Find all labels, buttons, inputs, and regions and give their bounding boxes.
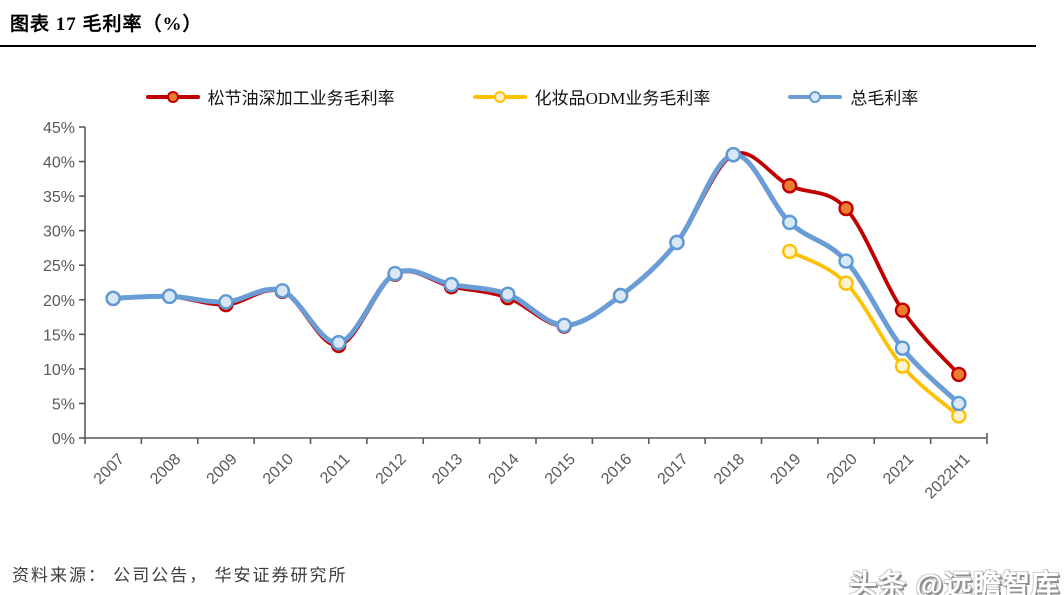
x-axis-label: 2014 <box>485 451 522 488</box>
legend-label: 化妆品ODM业务毛利率 <box>534 89 711 108</box>
x-axis-label: 2007 <box>91 451 128 488</box>
total-margin-marker <box>330 334 347 351</box>
legend-label: 总毛利率 <box>850 89 919 108</box>
x-axis-label: 2019 <box>767 451 804 488</box>
y-axis-label: 40% <box>43 155 75 172</box>
total-margin-marker <box>781 214 798 231</box>
legend-item-turpentine-margin: 松节油深加工业务毛利率 <box>145 84 395 109</box>
y-axis-label: 15% <box>43 327 75 344</box>
legend-item-cosmetics-odm-margin: 化妆品ODM业务毛利率 <box>472 84 711 109</box>
total-margin-marker <box>387 265 403 282</box>
x-axis-label: 2010 <box>260 451 297 488</box>
total-margin-marker <box>274 283 291 299</box>
turpentine-margin-marker <box>894 302 911 318</box>
turpentine-margin-marker <box>951 366 967 383</box>
total-margin-marker <box>105 290 121 307</box>
legend-marker-icon <box>788 90 843 104</box>
x-axis-label: 2017 <box>655 451 692 488</box>
x-axis-label: 2008 <box>147 451 184 488</box>
legend-marker-icon <box>145 90 200 104</box>
total-margin-marker <box>443 276 460 293</box>
y-axis-label: 10% <box>43 362 75 379</box>
cosmetics-odm-margin-marker <box>951 408 967 424</box>
y-axis-label: 20% <box>43 293 75 310</box>
legend-label: 松节油深加工业务毛利率 <box>207 89 395 108</box>
turpentine-margin-marker <box>781 178 798 194</box>
total-margin-marker <box>161 288 178 305</box>
x-axis-label: 2013 <box>429 451 466 488</box>
total-margin-line <box>110 152 962 406</box>
watermark-text: 头条 @远瞻智库 <box>848 569 1060 595</box>
y-axis-label: 30% <box>43 224 75 241</box>
x-axis-label: 2022H1 <box>922 451 974 503</box>
y-axis-label: 5% <box>52 396 75 413</box>
y-axis-label: 35% <box>43 189 75 206</box>
cosmetics-odm-margin-marker <box>838 275 854 291</box>
total-margin-marker <box>894 340 911 356</box>
y-axis-label: 25% <box>43 258 75 275</box>
legend-item-total-margin: 总毛利率 <box>788 84 918 109</box>
y-axis-label: 45% <box>43 120 75 137</box>
chart-legend: 松节油深加工业务毛利率 化妆品ODM业务毛利率 总毛利率 <box>0 84 1064 109</box>
figure-title: 图表 17 毛利率（%） <box>10 14 203 35</box>
x-axis-label: 2011 <box>317 451 353 487</box>
legend-marker-icon <box>472 90 527 104</box>
total-margin-marker <box>951 395 967 412</box>
x-axis-label: 2016 <box>598 451 635 488</box>
x-axis-label: 2021 <box>880 451 917 488</box>
chart-canvas: 0% 5% 10% 15% 20% 25% 30% 35% 40% 45% 2007 2008 2009… <box>43 120 988 503</box>
total-margin-marker <box>612 287 629 304</box>
cosmetics-odm-margin-marker <box>781 243 798 260</box>
x-axis-label: 2009 <box>204 451 241 488</box>
total-margin-marker <box>218 294 234 310</box>
turpentine-margin-marker <box>838 200 854 217</box>
total-margin-marker <box>669 234 685 251</box>
x-axis-label: 2012 <box>373 451 410 488</box>
x-axis-label: 2018 <box>711 451 748 488</box>
title-divider-rule <box>0 45 1036 47</box>
x-axis-label: 2015 <box>542 451 579 488</box>
x-axis-label: 2020 <box>824 451 861 488</box>
total-margin-marker <box>500 286 516 302</box>
y-axis-label: 0% <box>52 431 75 448</box>
total-margin-marker <box>725 146 742 163</box>
cosmetics-odm-margin-marker <box>894 358 911 374</box>
cosmetics-odm-margin-line <box>787 249 961 418</box>
total-margin-marker <box>838 253 854 269</box>
turpentine-margin-line <box>111 151 961 377</box>
source-note: 资料来源： 公司公告， 华安证券研究所 <box>12 566 348 585</box>
total-margin-marker <box>556 317 572 334</box>
